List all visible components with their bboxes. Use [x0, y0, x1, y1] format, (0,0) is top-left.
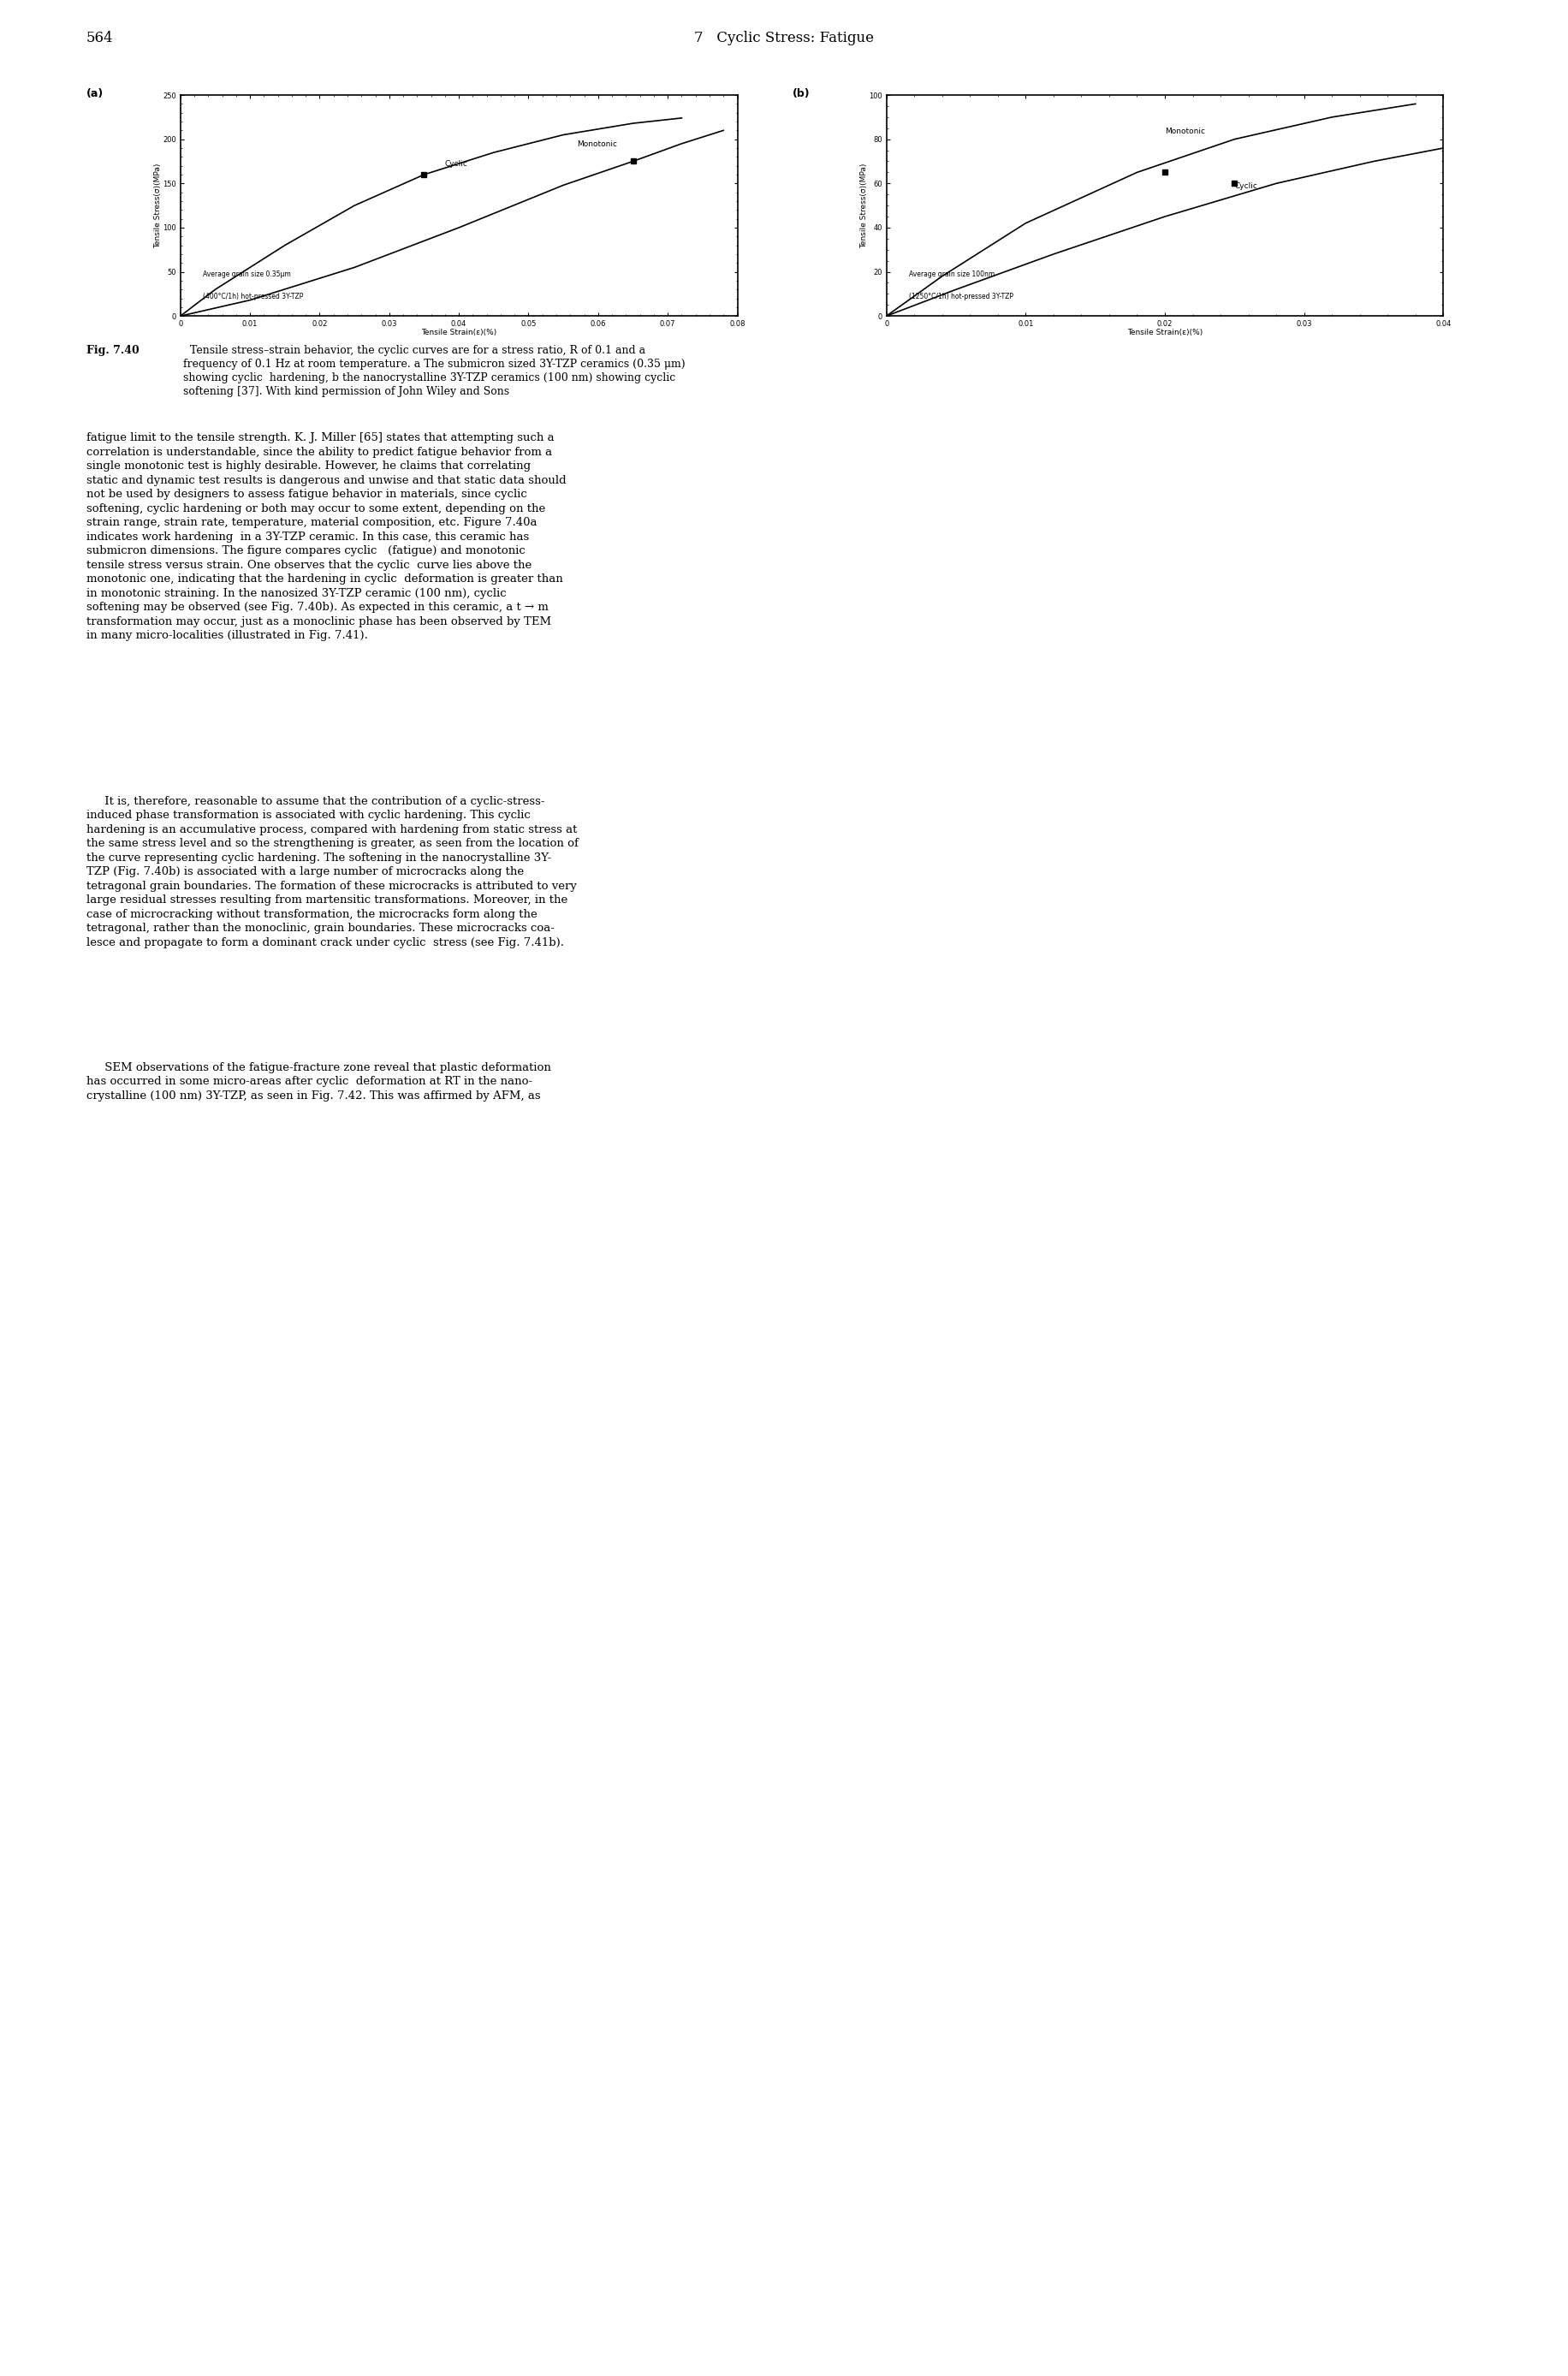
X-axis label: Tensile Strain(ε)(%): Tensile Strain(ε)(%)	[420, 328, 497, 337]
X-axis label: Tensile Strain(ε)(%): Tensile Strain(ε)(%)	[1126, 328, 1203, 337]
Text: (b): (b)	[792, 88, 809, 100]
Text: 7   Cyclic Stress: Fatigue: 7 Cyclic Stress: Fatigue	[695, 31, 873, 45]
Text: Monotonic: Monotonic	[1163, 126, 1204, 135]
Text: 564: 564	[86, 31, 113, 45]
Y-axis label: Tensile Stress(σ)(MPa): Tensile Stress(σ)(MPa)	[154, 164, 162, 247]
Text: It is, therefore, reasonable to assume that the contribution of a cyclic-stress-: It is, therefore, reasonable to assume t…	[86, 796, 579, 948]
Text: Cyclic: Cyclic	[1234, 183, 1258, 190]
Text: Fig. 7.40: Fig. 7.40	[86, 345, 140, 356]
Text: Monotonic: Monotonic	[577, 140, 618, 147]
Text: fatigue limit to the tensile strength. K. J. Miller [65] states that attempting : fatigue limit to the tensile strength. K…	[86, 432, 566, 642]
Text: SEM observations of the fatigue-fracture zone reveal that plastic deformation
ha: SEM observations of the fatigue-fracture…	[86, 1062, 550, 1102]
Y-axis label: Tensile Stress(σ)(MPa): Tensile Stress(σ)(MPa)	[859, 164, 867, 247]
Text: (400°C/1h) hot-pressed 3Y-TZP: (400°C/1h) hot-pressed 3Y-TZP	[202, 292, 303, 299]
Text: Average grain size 100nm: Average grain size 100nm	[908, 271, 994, 278]
Text: Tensile stress–strain behavior, the cyclic curves are for a stress ratio, R of 0: Tensile stress–strain behavior, the cycl…	[183, 345, 685, 397]
Text: (1250°C/1h) hot-pressed 3Y-TZP: (1250°C/1h) hot-pressed 3Y-TZP	[908, 292, 1013, 299]
Text: Average grain size 0.35μm: Average grain size 0.35μm	[202, 271, 290, 278]
Text: Cyclic: Cyclic	[445, 159, 467, 169]
Text: (a): (a)	[86, 88, 103, 100]
